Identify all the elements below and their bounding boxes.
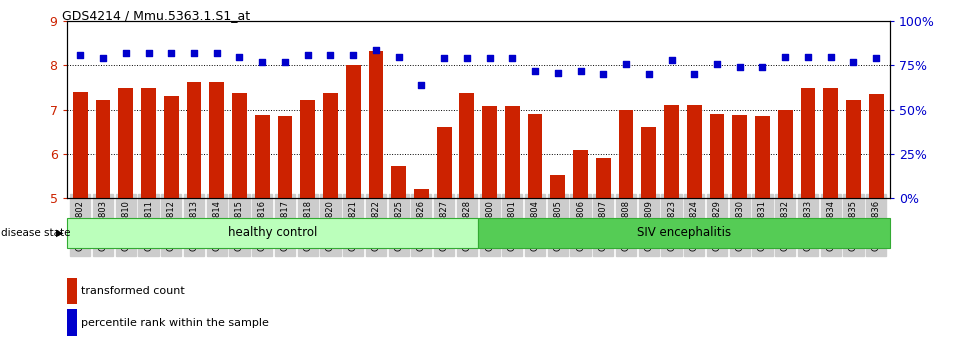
Bar <box>67 309 76 336</box>
Bar <box>527 114 543 198</box>
Point <box>277 59 293 65</box>
Bar <box>596 159 611 198</box>
Bar <box>869 94 884 198</box>
Bar <box>482 106 497 198</box>
Bar <box>437 127 452 198</box>
Point <box>345 52 361 58</box>
Bar <box>255 115 270 198</box>
Point <box>550 70 565 75</box>
Bar <box>141 88 156 198</box>
Bar <box>823 88 838 198</box>
Point <box>527 68 543 74</box>
Point <box>118 50 133 56</box>
Point <box>73 52 88 58</box>
Point <box>482 56 498 61</box>
Point <box>505 56 520 61</box>
Point <box>641 72 657 77</box>
Bar <box>505 106 519 198</box>
Point <box>141 50 157 56</box>
Point <box>800 54 815 59</box>
Bar <box>551 175 565 198</box>
Bar <box>119 88 133 198</box>
Bar <box>277 116 292 198</box>
Bar <box>368 51 383 198</box>
Text: ▶: ▶ <box>56 228 64 238</box>
Bar <box>67 278 76 304</box>
Point <box>572 68 588 74</box>
Bar <box>732 115 747 198</box>
Text: GDS4214 / Mmu.5363.1.S1_at: GDS4214 / Mmu.5363.1.S1_at <box>62 9 250 22</box>
Point <box>186 50 202 56</box>
Bar <box>323 93 338 198</box>
Bar <box>756 116 770 198</box>
Point <box>732 64 748 70</box>
Bar <box>664 105 679 198</box>
Text: SIV encephalitis: SIV encephalitis <box>637 226 731 239</box>
Bar <box>478 218 890 248</box>
Bar <box>846 100 860 198</box>
Bar <box>232 93 247 198</box>
Point <box>755 64 770 70</box>
Bar <box>164 97 178 198</box>
Bar <box>67 218 478 248</box>
Bar <box>618 110 633 198</box>
Point <box>686 72 702 77</box>
Bar <box>687 105 702 198</box>
Text: disease state: disease state <box>1 228 71 238</box>
Point <box>777 54 793 59</box>
Bar <box>573 150 588 198</box>
Bar <box>778 110 793 198</box>
Bar <box>641 127 657 198</box>
Bar <box>801 88 815 198</box>
Point <box>255 59 270 65</box>
Point <box>300 52 316 58</box>
Point <box>618 61 634 67</box>
Text: transformed count: transformed count <box>80 286 184 296</box>
Bar <box>710 114 724 198</box>
Text: percentile rank within the sample: percentile rank within the sample <box>80 318 269 328</box>
Bar <box>73 92 87 198</box>
Bar <box>346 65 361 198</box>
Bar <box>414 189 429 198</box>
Bar <box>300 100 316 198</box>
Point <box>368 47 384 52</box>
Point <box>663 57 679 63</box>
Point <box>164 50 179 56</box>
Text: healthy control: healthy control <box>227 226 318 239</box>
Bar <box>391 166 406 198</box>
Bar <box>210 82 224 198</box>
Point <box>95 56 111 61</box>
Bar <box>186 82 201 198</box>
Point <box>596 72 612 77</box>
Point <box>322 52 338 58</box>
Bar <box>96 100 111 198</box>
Point <box>436 56 452 61</box>
Point <box>823 54 839 59</box>
Point <box>846 59 861 65</box>
Point <box>710 61 725 67</box>
Bar <box>460 93 474 198</box>
Point <box>459 56 474 61</box>
Point <box>231 54 247 59</box>
Point <box>209 50 224 56</box>
Point <box>868 56 884 61</box>
Point <box>414 82 429 88</box>
Point <box>391 54 407 59</box>
